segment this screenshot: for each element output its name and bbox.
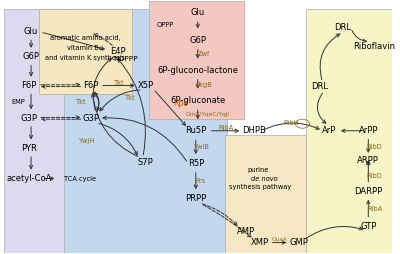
Text: DRL: DRL bbox=[335, 23, 352, 32]
Text: E4P: E4P bbox=[110, 47, 126, 56]
Text: F6P: F6P bbox=[22, 81, 37, 90]
Text: F6P: F6P bbox=[84, 81, 99, 90]
Text: TCA cycle: TCA cycle bbox=[64, 176, 96, 182]
Text: 6P-glucono-lactone: 6P-glucono-lactone bbox=[157, 66, 238, 75]
Text: RibA: RibA bbox=[367, 206, 382, 212]
FancyBboxPatch shape bbox=[39, 9, 132, 94]
Text: 6P-gluconate: 6P-gluconate bbox=[170, 96, 225, 105]
Text: S7P: S7P bbox=[138, 158, 153, 167]
Text: GMP: GMP bbox=[289, 238, 308, 247]
Text: OPPP: OPPP bbox=[156, 22, 174, 28]
Text: RibA: RibA bbox=[218, 124, 233, 131]
Text: Tkt: Tkt bbox=[124, 95, 135, 101]
Text: and vitamin K synthesis: and vitamin K synthesis bbox=[45, 55, 125, 61]
Text: AMP: AMP bbox=[237, 227, 255, 236]
Text: G6P: G6P bbox=[22, 52, 40, 61]
Text: DARPP: DARPP bbox=[354, 186, 382, 196]
Text: PRPP: PRPP bbox=[185, 194, 206, 203]
Text: YwlB: YwlB bbox=[194, 144, 210, 150]
FancyBboxPatch shape bbox=[149, 1, 244, 119]
Text: GTP: GTP bbox=[360, 222, 376, 231]
Text: YwjH: YwjH bbox=[79, 138, 95, 144]
Text: ArPP: ArPP bbox=[358, 126, 378, 135]
FancyBboxPatch shape bbox=[4, 9, 66, 253]
FancyBboxPatch shape bbox=[306, 9, 392, 253]
Text: GmZ/YqeC/Yqjl: GmZ/YqeC/Yqjl bbox=[186, 113, 230, 117]
Text: Tkt: Tkt bbox=[114, 80, 125, 86]
Text: ArP: ArP bbox=[322, 126, 337, 135]
Text: Tkt: Tkt bbox=[76, 99, 87, 105]
Text: Rpe: Rpe bbox=[173, 99, 188, 108]
Text: Glu: Glu bbox=[191, 8, 205, 17]
Text: acetyl-CoA: acetyl-CoA bbox=[6, 174, 52, 183]
FancyBboxPatch shape bbox=[64, 9, 227, 253]
Text: DHPB: DHPB bbox=[242, 126, 266, 135]
Text: RibH: RibH bbox=[283, 120, 298, 126]
Text: RibD: RibD bbox=[367, 144, 382, 150]
Text: DRL: DRL bbox=[311, 82, 328, 91]
Text: purine: purine bbox=[247, 167, 268, 173]
Text: R5P: R5P bbox=[188, 159, 204, 168]
FancyBboxPatch shape bbox=[225, 135, 306, 253]
Text: PYR: PYR bbox=[21, 144, 37, 153]
Text: XMP: XMP bbox=[251, 238, 269, 247]
Text: YkgB: YkgB bbox=[196, 82, 213, 88]
Text: G3P: G3P bbox=[83, 114, 100, 123]
Text: ARPP: ARPP bbox=[357, 156, 379, 165]
Text: NOPPP: NOPPP bbox=[114, 56, 138, 62]
Text: Riboflavin: Riboflavin bbox=[353, 42, 395, 51]
Text: vitamin B₆,: vitamin B₆, bbox=[67, 45, 104, 51]
Text: GuaA: GuaA bbox=[272, 237, 288, 242]
Text: Glu: Glu bbox=[24, 27, 38, 36]
Text: synthesis pathway: synthesis pathway bbox=[229, 184, 291, 190]
Text: Prs: Prs bbox=[196, 178, 206, 184]
Text: aromatic amino acid,: aromatic amino acid, bbox=[50, 35, 121, 41]
Text: G3P: G3P bbox=[21, 114, 38, 123]
Text: X5P: X5P bbox=[137, 81, 154, 90]
Text: Zwf: Zwf bbox=[198, 51, 210, 57]
Text: G6P: G6P bbox=[189, 36, 206, 45]
Text: RibD: RibD bbox=[367, 173, 382, 179]
Text: Ru5P: Ru5P bbox=[185, 126, 206, 135]
Text: de novo: de novo bbox=[251, 176, 278, 182]
Text: EMP: EMP bbox=[12, 99, 26, 105]
